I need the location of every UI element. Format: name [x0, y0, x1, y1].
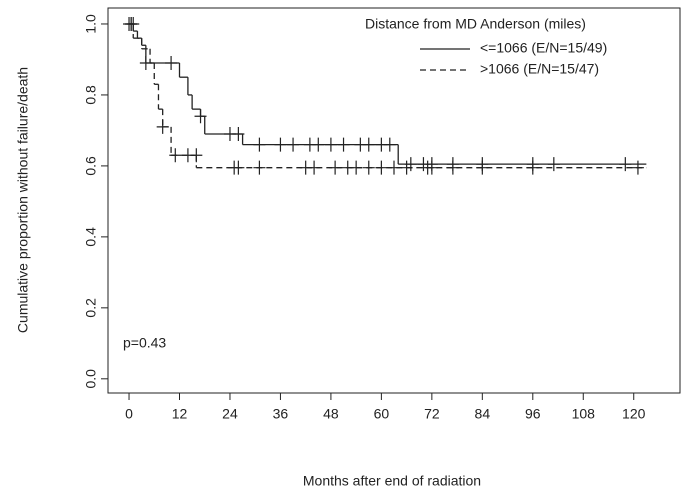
- censor-mark: [476, 160, 489, 175]
- x-tick-label: 108: [572, 406, 596, 422]
- plot-frame: [107, 7, 681, 394]
- x-tick-label: 72: [424, 406, 440, 422]
- x-tick-label: 48: [323, 406, 339, 422]
- censor-mark: [337, 137, 350, 152]
- censor-mark: [388, 160, 400, 175]
- x-tick-label: 84: [475, 406, 491, 422]
- x-axis-label: Months after end of radiation: [303, 473, 481, 489]
- x-tick-label: 36: [273, 406, 289, 422]
- censor-mark: [425, 160, 438, 175]
- censor-mark: [400, 160, 413, 175]
- censor-mark: [324, 137, 337, 152]
- censor-mark: [190, 148, 203, 163]
- y-axis-label: Cumulative proportion without failure/de…: [15, 67, 31, 333]
- x-tick-label: 120: [622, 406, 646, 422]
- censor-mark: [383, 137, 396, 152]
- censor-mark: [287, 137, 300, 152]
- annotation: p=0.43: [123, 335, 166, 351]
- censor-mark: [350, 160, 363, 175]
- legend-label: <=1066 (E/N=15/49): [480, 40, 607, 56]
- censor-mark: [308, 160, 321, 175]
- x-tick-label: 96: [525, 406, 541, 422]
- censor-mark: [631, 160, 644, 175]
- censor-mark: [375, 160, 388, 175]
- censor-mark: [232, 160, 245, 175]
- x-tick-label: 24: [222, 406, 238, 422]
- y-tick-label: 0.2: [83, 298, 99, 318]
- censor-mark: [139, 56, 152, 70]
- censor-mark: [165, 56, 178, 70]
- censor-mark: [125, 16, 138, 31]
- censor-mark: [446, 160, 459, 175]
- censor-mark: [253, 137, 266, 152]
- censor-mark: [274, 137, 287, 152]
- censor-mark: [526, 160, 539, 175]
- y-tick-label: 1.0: [83, 14, 99, 34]
- censor-mark: [169, 148, 182, 163]
- censor-mark: [156, 119, 169, 134]
- y-tick-label: 0.0: [83, 369, 99, 389]
- censor-mark: [232, 126, 245, 141]
- x-tick-label: 0: [125, 406, 133, 422]
- x-tick-label: 12: [172, 406, 188, 422]
- censor-mark: [194, 109, 207, 124]
- y-tick-label: 0.8: [83, 85, 99, 105]
- censor-mark: [253, 160, 266, 175]
- censor-mark: [312, 137, 325, 152]
- censor-mark: [329, 160, 342, 175]
- censor-mark: [362, 137, 375, 152]
- censor-mark: [619, 157, 632, 172]
- x-tick-label: 60: [374, 406, 390, 422]
- censor-mark: [547, 157, 560, 172]
- y-tick-label: 0.4: [83, 227, 99, 247]
- y-tick-label: 0.6: [83, 156, 99, 176]
- legend-label: >1066 (E/N=15/47): [480, 61, 599, 77]
- legend-title: Distance from MD Anderson (miles): [365, 16, 586, 32]
- censor-mark: [362, 160, 375, 175]
